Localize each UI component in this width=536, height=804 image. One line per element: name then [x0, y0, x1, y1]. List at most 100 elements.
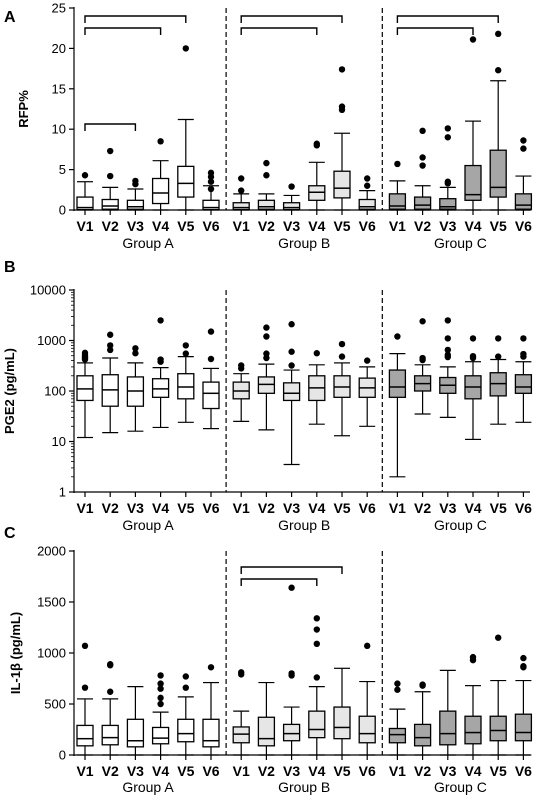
y-tick-label: 5	[59, 162, 66, 177]
outlier-point	[444, 353, 451, 361]
box-iqr	[177, 165, 195, 198]
outlier-point	[444, 317, 451, 324]
x-tick-label: V3	[439, 500, 456, 516]
box-iqr	[101, 724, 119, 746]
y-tick-label: 15	[52, 81, 66, 96]
outlier-point	[394, 680, 401, 687]
x-tick-label: V5	[177, 218, 194, 234]
outlier-point	[313, 626, 320, 633]
outlier-point	[157, 138, 164, 145]
box-v1: V1	[76, 172, 94, 234]
outlier-point	[207, 185, 215, 193]
x-tick-label: V2	[414, 763, 431, 779]
outlier-point	[107, 147, 114, 155]
x-tick-label: V6	[359, 500, 376, 516]
outlier-point	[81, 684, 89, 691]
box-iqr	[464, 164, 482, 201]
outlier-point	[157, 672, 164, 679]
box-iqr	[514, 193, 533, 210]
group-b: V1 V2 V3 V4 V5 V6 Group B	[232, 584, 376, 795]
significance-bracket	[240, 578, 318, 586]
outlier-point	[238, 187, 245, 194]
box-v5: V5	[333, 667, 351, 779]
x-tick-label: V5	[333, 218, 350, 234]
x-tick-label: V3	[283, 218, 300, 234]
box-v3: V3	[282, 183, 300, 234]
y-tick-label: 10	[52, 434, 66, 449]
group-label: Group A	[122, 517, 174, 533]
group-a: V1 V2 V3 V4 V5 V6 Group A	[76, 317, 220, 533]
box-v3: V3	[439, 317, 457, 516]
box-iqr	[489, 149, 507, 198]
x-tick-label: V3	[127, 500, 144, 516]
box-iqr	[126, 199, 145, 210]
outlier-point	[444, 180, 451, 187]
box-v2: V2	[257, 324, 275, 516]
group-b: V1 V2 V3 V4 V5 V6 Group B	[232, 321, 376, 533]
box-v4: V4	[151, 138, 170, 234]
outlier-point	[469, 335, 477, 342]
x-tick-label: V3	[283, 500, 300, 516]
group-a: V1 V2 V3 V4 V5 V6 Group A	[76, 45, 220, 251]
outlier-point	[495, 67, 502, 74]
x-tick-label: V4	[308, 218, 325, 234]
group-label: Group B	[278, 235, 330, 251]
box-iqr	[439, 710, 457, 746]
box-v3: V3	[282, 584, 300, 779]
outlier-point	[364, 642, 371, 650]
box-v3: V3	[126, 345, 144, 516]
box-v1: V1	[232, 362, 250, 516]
box-iqr	[388, 193, 407, 210]
outlier-point	[238, 365, 245, 372]
significance-bracket	[240, 15, 343, 23]
x-tick-label: V4	[464, 218, 481, 234]
x-tick-label: V2	[102, 218, 119, 234]
box-v6: V6	[202, 169, 220, 234]
box-iqr	[232, 202, 250, 211]
box-v4: V4	[308, 140, 326, 234]
box-v1: V1	[232, 175, 250, 234]
panel-a: A RFP% 0 5 10 15 20 25 V1 V2 V3 V4 V5 V6 Group A V1 V2 V3…	[4, 1, 532, 252]
outlier-point	[207, 664, 215, 671]
outlier-point	[469, 656, 477, 664]
outlier-point	[238, 671, 245, 678]
box-v5: V5	[489, 634, 507, 779]
x-tick-label: V6	[515, 763, 532, 779]
y-tick-label: 10	[52, 122, 66, 137]
significance-bracket	[240, 27, 318, 35]
outlier-point	[157, 358, 164, 365]
outlier-point	[263, 333, 270, 340]
panel-b: B PGE2 (pg/mL) 1 10 100 1000 10000 V1 V2 V3 V4 V5 V6…	[2, 259, 532, 533]
x-tick-label: V1	[76, 500, 93, 516]
x-tick-label: V5	[177, 763, 194, 779]
outlier-point	[81, 172, 89, 179]
box-v6: V6	[514, 654, 533, 779]
box-iqr	[439, 198, 457, 210]
outlier-point	[182, 673, 189, 680]
box-v1: V1	[232, 669, 250, 779]
panel-letter: C	[4, 525, 16, 542]
x-tick-label: V4	[152, 218, 169, 234]
y-tick-label: 10000	[30, 283, 66, 298]
outlier-point	[182, 342, 189, 349]
box-iqr	[151, 177, 170, 205]
outlier-point	[157, 685, 164, 692]
x-tick-label: V2	[102, 500, 119, 516]
group-label: Group C	[434, 779, 487, 795]
x-tick-label: V5	[490, 500, 507, 516]
significance-bracket	[84, 27, 162, 35]
x-tick-label: V4	[152, 763, 169, 779]
outlier-point	[207, 355, 215, 363]
x-tick-label: V2	[414, 500, 431, 516]
x-tick-label: V5	[490, 218, 507, 234]
x-tick-label: V4	[308, 763, 325, 779]
box-v3: V3	[126, 177, 145, 234]
panel-letter: B	[4, 259, 16, 276]
outlier-point	[495, 634, 502, 641]
box-v6: V6	[202, 664, 220, 779]
x-tick-label: V4	[464, 763, 481, 779]
box-iqr	[514, 713, 533, 742]
outlier-point	[419, 162, 426, 169]
panel-c: C IL-1β (pg/mL) 0 500 1000 1500 2000 V1 V2 V3 V4 V5…	[4, 525, 532, 795]
